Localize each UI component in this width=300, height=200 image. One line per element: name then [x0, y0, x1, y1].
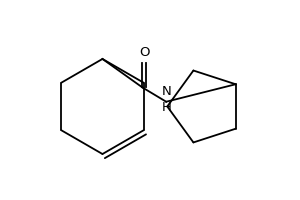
Text: H: H — [161, 101, 171, 114]
Text: O: O — [139, 46, 149, 59]
Text: N: N — [161, 85, 171, 98]
